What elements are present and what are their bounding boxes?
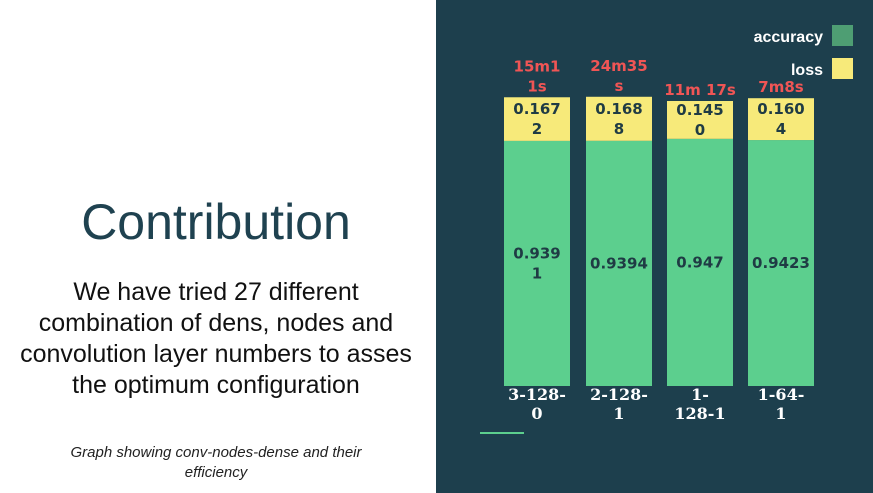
- loss-value-label: 0.160 4: [757, 100, 804, 138]
- legend-label: loss: [791, 62, 823, 79]
- accuracy-value-label: 0.9394: [590, 254, 648, 272]
- slide-body-text: We have tried 27 different combination o…: [20, 278, 412, 399]
- accuracy-bar: [586, 140, 652, 386]
- loss-bar: [667, 101, 733, 139]
- loss-bar: [586, 96, 652, 141]
- time-annotation: 15m1 1s: [514, 57, 561, 95]
- accuracy-bar: [748, 140, 814, 386]
- loss-bar: [504, 97, 570, 141]
- legend-swatch: [832, 58, 853, 79]
- slide-title: Contribution: [81, 194, 351, 250]
- chart-panel: 0.939 1 0.167 2 15m1 1s 3-128-0 0.9394 0.168 8 24m…: [436, 0, 873, 493]
- accuracy-bar: [504, 140, 570, 386]
- accuracy-bar: [667, 138, 733, 386]
- loss-bar: [748, 98, 814, 141]
- accuracy-value-label: 0.9423: [752, 254, 810, 272]
- legend-swatch: [832, 25, 853, 46]
- stacked-bar-chart: 0.939 1 0.167 2 15m1 1s 3-128-0 0.9394 0.168 8 24m…: [480, 25, 853, 434]
- category-label: 3-128-0: [508, 385, 566, 423]
- accuracy-value-label: 0.939 1: [513, 244, 560, 282]
- loss-value-label: 0.167 2: [513, 100, 560, 138]
- loss-value-label: 0.145 0: [676, 101, 723, 139]
- accuracy-value-label: 0.947: [676, 253, 723, 271]
- chart-caption: Graph showing conv-nodes-dense and their…: [70, 444, 362, 481]
- category-label: 1-128-1: [674, 385, 725, 423]
- loss-value-label: 0.168 8: [595, 100, 642, 138]
- category-label: 1-64-1: [758, 385, 805, 423]
- time-annotation: 11m 17s: [664, 81, 736, 99]
- legend-label: accuracy: [754, 29, 823, 46]
- time-annotation: 7m8s: [758, 78, 804, 96]
- text-panel: Contribution We have tried 27 different …: [0, 0, 436, 493]
- time-annotation: 24m35 s: [590, 57, 647, 95]
- category-label: 2-128-1: [590, 385, 648, 423]
